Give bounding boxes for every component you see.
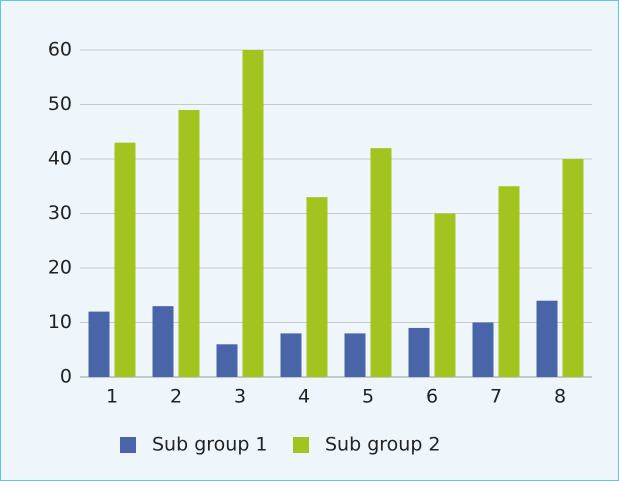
- x-tick-label: 3: [234, 386, 246, 408]
- legend-label: Sub group 2: [325, 434, 441, 456]
- y-tick-label: 40: [48, 148, 72, 170]
- bar: [562, 159, 584, 377]
- x-tick-label: 4: [298, 386, 310, 408]
- bar: [88, 311, 110, 377]
- bar: [434, 213, 456, 377]
- bar: [536, 300, 558, 377]
- x-tick-label: 7: [490, 386, 502, 408]
- bar: [408, 327, 430, 377]
- bar: [216, 344, 238, 377]
- bar: [152, 306, 174, 377]
- x-tick-label: 6: [426, 386, 438, 408]
- x-tick-label: 8: [554, 386, 566, 408]
- y-tick-label: 20: [48, 257, 72, 279]
- y-tick-label: 10: [48, 311, 72, 333]
- x-tick-label: 2: [170, 386, 182, 408]
- legend-label: Sub group 1: [152, 434, 268, 456]
- legend-swatch: [120, 437, 136, 453]
- bar: [370, 148, 392, 377]
- bar: [344, 333, 366, 377]
- bar: [242, 50, 264, 377]
- x-tick-label: 1: [106, 386, 118, 408]
- bar: [498, 186, 520, 377]
- legend-swatch: [293, 437, 309, 453]
- bar: [178, 109, 200, 377]
- y-tick-label: 30: [48, 202, 72, 224]
- bar: [306, 197, 328, 377]
- bar: [114, 142, 136, 377]
- bar: [280, 333, 302, 377]
- y-tick-label: 50: [48, 93, 72, 115]
- x-tick-label: 5: [362, 386, 374, 408]
- y-tick-label: 60: [48, 39, 72, 61]
- y-tick-label: 0: [60, 366, 72, 388]
- bar: [472, 322, 494, 377]
